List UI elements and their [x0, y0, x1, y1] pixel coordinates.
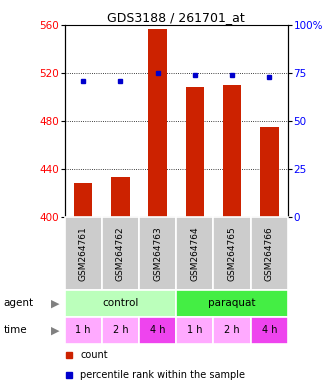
- Bar: [213, 217, 251, 290]
- Bar: [251, 217, 288, 290]
- Bar: [260, 127, 279, 217]
- Text: time: time: [3, 325, 27, 335]
- Bar: [148, 28, 167, 217]
- Text: 4 h: 4 h: [150, 325, 166, 335]
- Bar: [186, 87, 204, 217]
- Text: GSM264762: GSM264762: [116, 226, 125, 281]
- Text: 1 h: 1 h: [187, 325, 203, 335]
- Text: 2 h: 2 h: [113, 325, 128, 335]
- Bar: [176, 317, 213, 344]
- Text: paraquat: paraquat: [208, 298, 256, 308]
- Bar: [65, 217, 102, 290]
- Text: 1 h: 1 h: [75, 325, 91, 335]
- Text: GSM264764: GSM264764: [190, 226, 199, 281]
- Title: GDS3188 / 261701_at: GDS3188 / 261701_at: [107, 11, 245, 24]
- Text: GSM264761: GSM264761: [79, 226, 88, 281]
- Text: ▶: ▶: [51, 325, 60, 335]
- Bar: [111, 177, 130, 217]
- Bar: [176, 290, 288, 317]
- Bar: [74, 183, 92, 217]
- Bar: [65, 317, 102, 344]
- Bar: [102, 217, 139, 290]
- Bar: [102, 317, 139, 344]
- Text: percentile rank within the sample: percentile rank within the sample: [80, 370, 245, 380]
- Text: control: control: [102, 298, 139, 308]
- Text: 2 h: 2 h: [224, 325, 240, 335]
- Bar: [213, 317, 251, 344]
- Bar: [251, 317, 288, 344]
- Bar: [176, 217, 213, 290]
- Bar: [139, 317, 176, 344]
- Text: GSM264765: GSM264765: [228, 226, 237, 281]
- Bar: [139, 217, 176, 290]
- Text: agent: agent: [3, 298, 33, 308]
- Text: GSM264766: GSM264766: [265, 226, 274, 281]
- Text: count: count: [80, 350, 108, 360]
- Text: ▶: ▶: [51, 298, 60, 308]
- Text: GSM264763: GSM264763: [153, 226, 162, 281]
- Bar: [65, 290, 176, 317]
- Bar: [223, 85, 241, 217]
- Text: 4 h: 4 h: [261, 325, 277, 335]
